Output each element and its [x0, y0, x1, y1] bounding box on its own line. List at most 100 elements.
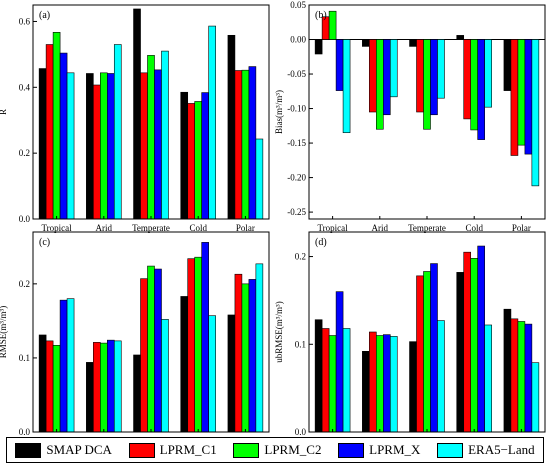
panel-label: (d)	[315, 237, 327, 248]
y-tick-label: 0.2	[295, 252, 306, 262]
plot-frame	[308, 4, 546, 220]
bar-ubrmse-cold-4	[484, 324, 492, 433]
bar-ubrmse-tropical-1	[321, 328, 330, 433]
bar-ubrmse-cold-3	[477, 245, 485, 433]
bar-r-polar-2	[241, 69, 250, 220]
legend-item-lprm-c2: LPRM_C2	[233, 442, 321, 458]
panel-label: (c)	[39, 237, 50, 248]
legend-item-era5-land: ERA5−Land	[437, 442, 535, 458]
bar-ubrmse-tropical-3	[335, 291, 344, 433]
bar-rmse-cold-3	[201, 242, 209, 433]
y-tick-label: 0.2	[19, 279, 30, 289]
bar-rmse-polar-0	[227, 314, 236, 433]
panel-bias: Tropical Arid Temperate Cold Polar 0.05 0.00 -0…	[274, 0, 546, 233]
bar-r-temperate-2	[147, 55, 155, 220]
legend-item-smap-dca: SMAP DCA	[15, 442, 112, 458]
bar-bias-temperate-0	[409, 39, 417, 47]
bar-r-tropical-2	[52, 32, 61, 220]
bar-rmse-arid-0	[86, 362, 94, 433]
y-tick-label: -0.25	[287, 207, 306, 217]
bar-rmse-arid-4	[113, 340, 122, 433]
bar-r-tropical-4	[66, 72, 75, 220]
bar-ubrmse-arid-4	[389, 336, 398, 433]
legend: SMAP DCA LPRM_C1 LPRM_C2 LPRM_X ERA5−Lan…	[6, 437, 544, 463]
bar-bias-cold-1	[463, 39, 472, 120]
bar-ubrmse-arid-1	[369, 331, 377, 433]
bar-r-tropical-0	[38, 68, 47, 220]
x-tick-label: Temperate	[132, 223, 170, 233]
bar-ubrmse-polar-1	[510, 318, 519, 433]
bar-rmse-arid-3	[106, 339, 115, 433]
y-tick-label: 0.6	[19, 16, 31, 26]
bar-ubrmse-temperate-0	[409, 341, 417, 433]
legend-item-lprm-c1: LPRM_C1	[128, 442, 217, 458]
bar-bias-temperate-2	[423, 39, 431, 130]
bar-r-arid-1	[93, 84, 101, 220]
plot-frame	[32, 4, 270, 220]
bar-r-temperate-0	[133, 8, 141, 220]
legend-swatch-lprm-c1	[128, 442, 155, 458]
y-tick-label: -0.20	[287, 173, 306, 183]
y-axis-label: ubRMSE(m³/m³)	[274, 301, 284, 362]
bar-bias-polar-1	[510, 39, 519, 156]
y-tick-label: -0.15	[287, 138, 306, 148]
bar-ubrmse-polar-0	[503, 308, 512, 433]
y-tick-label: 0.00	[290, 35, 306, 45]
bar-bias-temperate-3	[430, 39, 438, 116]
bar-ubrmse-temperate-1	[416, 275, 424, 433]
bar-ubrmse-polar-3	[524, 323, 533, 433]
bar-ubrmse-arid-3	[382, 334, 391, 433]
y-axis-label: RMSE(m³/m³)	[0, 306, 8, 358]
bar-rmse-temperate-3	[154, 268, 162, 433]
bar-ubrmse-polar-2	[517, 321, 526, 433]
bar-bias-polar-3	[524, 39, 533, 155]
panel-label: (b)	[315, 10, 327, 21]
bar-rmse-cold-0	[180, 296, 189, 433]
bar-bias-temperate-4	[437, 39, 445, 99]
x-tick-label: Tropical	[318, 223, 349, 233]
bar-bias-polar-4	[531, 39, 540, 187]
bar-bias-cold-3	[477, 39, 485, 140]
bar-r-cold-2	[194, 101, 202, 220]
bar-ubrmse-cold-1	[463, 251, 472, 433]
y-tick-label: 0.4	[19, 82, 31, 92]
bar-rmse-tropical-1	[45, 340, 54, 433]
bar-rmse-temperate-1	[140, 278, 148, 433]
bar-bias-arid-2	[376, 39, 384, 130]
legend-label-smap-dca: SMAP DCA	[46, 442, 112, 457]
bar-ubrmse-tropical-2	[328, 335, 337, 433]
bar-bias-polar-0	[503, 39, 512, 91]
bar-r-temperate-3	[154, 69, 162, 220]
x-tick-label: Polar	[236, 223, 255, 233]
bar-bias-tropical-3	[335, 39, 344, 91]
bar-ubrmse-temperate-2	[423, 271, 431, 433]
bar-ubrmse-temperate-3	[430, 263, 438, 433]
bar-rmse-tropical-2	[52, 345, 61, 433]
bar-rmse-polar-3	[248, 279, 257, 433]
bar-rmse-polar-2	[241, 283, 250, 433]
bar-rmse-temperate-0	[133, 354, 141, 433]
bar-r-temperate-1	[140, 72, 148, 220]
x-tick-label: Polar	[512, 223, 531, 233]
bar-r-arid-4	[113, 44, 122, 220]
panel-r: Tropical Arid Temperate Cold Polar 0.0 0.2 0.4 0…	[0, 4, 270, 233]
bar-bias-tropical-0	[314, 39, 323, 55]
legend-label-lprm-x: LPRM_X	[369, 442, 421, 457]
y-tick-label: 0.2	[19, 148, 30, 158]
x-tick-label: Cold	[189, 223, 207, 233]
x-tick-label: Tropical	[42, 223, 73, 233]
bar-bias-polar-2	[517, 39, 526, 146]
bar-ubrmse-cold-2	[470, 258, 478, 433]
y-axis-label: R	[0, 109, 8, 115]
legend-swatch-lprm-x	[338, 442, 365, 458]
bar-rmse-polar-1	[234, 273, 243, 433]
legend-label-era5-land: ERA5−Land	[468, 442, 535, 457]
panel-ubrmse: TropicalAridTemperateColdPolar0.00.10.2(…	[274, 231, 546, 436]
bar-rmse-cold-4	[208, 315, 216, 433]
bar-r-cold-0	[180, 91, 189, 220]
panel-label: (a)	[39, 10, 50, 21]
bar-ubrmse-arid-2	[376, 335, 384, 433]
x-tick-label: Cold	[465, 223, 483, 233]
bar-bias-arid-4	[389, 39, 398, 98]
bar-ubrmse-temperate-4	[437, 320, 445, 433]
